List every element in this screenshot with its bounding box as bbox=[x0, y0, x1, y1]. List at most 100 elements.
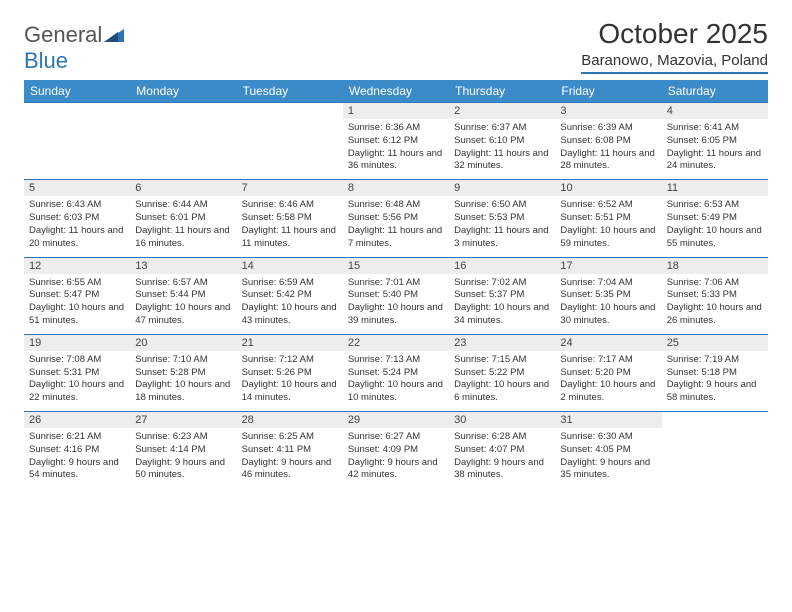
daylight-text: Daylight: 9 hours and 58 minutes. bbox=[667, 379, 763, 405]
sunset-text: Sunset: 4:11 PM bbox=[242, 444, 338, 457]
day-number: 4 bbox=[662, 103, 768, 119]
day-number: 29 bbox=[343, 412, 449, 428]
day-cell: 20Sunrise: 7:10 AMSunset: 5:28 PMDayligh… bbox=[130, 334, 236, 411]
day-number: 8 bbox=[343, 180, 449, 196]
daylight-text: Daylight: 10 hours and 10 minutes. bbox=[348, 379, 444, 405]
week-row: 19Sunrise: 7:08 AMSunset: 5:31 PMDayligh… bbox=[24, 334, 768, 411]
sunrise-text: Sunrise: 6:36 AM bbox=[348, 122, 444, 135]
day-cell: 7Sunrise: 6:46 AMSunset: 5:58 PMDaylight… bbox=[237, 180, 343, 257]
dayhead-sun: Sunday bbox=[24, 80, 130, 103]
day-cell: 18Sunrise: 7:06 AMSunset: 5:33 PMDayligh… bbox=[662, 257, 768, 334]
daylight-text: Daylight: 10 hours and 18 minutes. bbox=[135, 379, 231, 405]
sunrise-text: Sunrise: 6:57 AM bbox=[135, 277, 231, 290]
daylight-text: Daylight: 10 hours and 47 minutes. bbox=[135, 302, 231, 328]
day-info: Sunrise: 6:23 AMSunset: 4:14 PMDaylight:… bbox=[130, 428, 236, 488]
day-info: Sunrise: 7:10 AMSunset: 5:28 PMDaylight:… bbox=[130, 351, 236, 411]
day-number: 16 bbox=[449, 258, 555, 274]
daylight-text: Daylight: 10 hours and 34 minutes. bbox=[454, 302, 550, 328]
sunrise-text: Sunrise: 7:12 AM bbox=[242, 354, 338, 367]
day-info: Sunrise: 7:04 AMSunset: 5:35 PMDaylight:… bbox=[555, 274, 661, 334]
sunrise-text: Sunrise: 7:02 AM bbox=[454, 277, 550, 290]
sunset-text: Sunset: 5:40 PM bbox=[348, 289, 444, 302]
sunset-text: Sunset: 5:47 PM bbox=[29, 289, 125, 302]
day-cell: 25Sunrise: 7:19 AMSunset: 5:18 PMDayligh… bbox=[662, 334, 768, 411]
calendar-table: Sunday Monday Tuesday Wednesday Thursday… bbox=[24, 80, 768, 488]
sunset-text: Sunset: 6:12 PM bbox=[348, 135, 444, 148]
sunset-text: Sunset: 5:44 PM bbox=[135, 289, 231, 302]
day-cell: 2Sunrise: 6:37 AMSunset: 6:10 PMDaylight… bbox=[449, 103, 555, 180]
sunset-text: Sunset: 5:42 PM bbox=[242, 289, 338, 302]
calendar-page: General Blue October 2025 Baranowo, Mazo… bbox=[0, 0, 792, 506]
day-cell: 19Sunrise: 7:08 AMSunset: 5:31 PMDayligh… bbox=[24, 334, 130, 411]
day-cell: 30Sunrise: 6:28 AMSunset: 4:07 PMDayligh… bbox=[449, 412, 555, 489]
day-cell: 11Sunrise: 6:53 AMSunset: 5:49 PMDayligh… bbox=[662, 180, 768, 257]
daylight-text: Daylight: 10 hours and 22 minutes. bbox=[29, 379, 125, 405]
day-info: Sunrise: 7:02 AMSunset: 5:37 PMDaylight:… bbox=[449, 274, 555, 334]
day-cell: 3Sunrise: 6:39 AMSunset: 6:08 PMDaylight… bbox=[555, 103, 661, 180]
daylight-text: Daylight: 11 hours and 24 minutes. bbox=[667, 148, 763, 174]
daylight-text: Daylight: 11 hours and 3 minutes. bbox=[454, 225, 550, 251]
day-number: 24 bbox=[555, 335, 661, 351]
sunrise-text: Sunrise: 6:43 AM bbox=[29, 199, 125, 212]
daylight-text: Daylight: 10 hours and 26 minutes. bbox=[667, 302, 763, 328]
logo-text: General Blue bbox=[24, 22, 124, 74]
day-number: 5 bbox=[24, 180, 130, 196]
day-number: 17 bbox=[555, 258, 661, 274]
sunset-text: Sunset: 4:05 PM bbox=[560, 444, 656, 457]
day-number: 28 bbox=[237, 412, 343, 428]
header: General Blue October 2025 Baranowo, Mazo… bbox=[24, 18, 768, 74]
sunrise-text: Sunrise: 6:44 AM bbox=[135, 199, 231, 212]
day-number: 31 bbox=[555, 412, 661, 428]
daylight-text: Daylight: 11 hours and 7 minutes. bbox=[348, 225, 444, 251]
day-info: Sunrise: 7:06 AMSunset: 5:33 PMDaylight:… bbox=[662, 274, 768, 334]
sunset-text: Sunset: 6:08 PM bbox=[560, 135, 656, 148]
day-cell: 5Sunrise: 6:43 AMSunset: 6:03 PMDaylight… bbox=[24, 180, 130, 257]
day-cell: .. bbox=[130, 103, 236, 180]
daylight-text: Daylight: 11 hours and 16 minutes. bbox=[135, 225, 231, 251]
sunrise-text: Sunrise: 6:30 AM bbox=[560, 431, 656, 444]
daylight-text: Daylight: 11 hours and 32 minutes. bbox=[454, 148, 550, 174]
sunrise-text: Sunrise: 6:27 AM bbox=[348, 431, 444, 444]
day-cell: 16Sunrise: 7:02 AMSunset: 5:37 PMDayligh… bbox=[449, 257, 555, 334]
day-number: 20 bbox=[130, 335, 236, 351]
sunset-text: Sunset: 5:53 PM bbox=[454, 212, 550, 225]
day-number: 11 bbox=[662, 180, 768, 196]
daylight-text: Daylight: 9 hours and 42 minutes. bbox=[348, 457, 444, 483]
day-number: 6 bbox=[130, 180, 236, 196]
day-info: Sunrise: 7:01 AMSunset: 5:40 PMDaylight:… bbox=[343, 274, 449, 334]
logo: General Blue bbox=[24, 22, 124, 74]
sunrise-text: Sunrise: 7:01 AM bbox=[348, 277, 444, 290]
day-info: Sunrise: 7:12 AMSunset: 5:26 PMDaylight:… bbox=[237, 351, 343, 411]
day-cell: 28Sunrise: 6:25 AMSunset: 4:11 PMDayligh… bbox=[237, 412, 343, 489]
day-number: 19 bbox=[24, 335, 130, 351]
daylight-text: Daylight: 9 hours and 46 minutes. bbox=[242, 457, 338, 483]
day-number: 9 bbox=[449, 180, 555, 196]
sunset-text: Sunset: 5:49 PM bbox=[667, 212, 763, 225]
sunrise-text: Sunrise: 6:55 AM bbox=[29, 277, 125, 290]
day-cell: 13Sunrise: 6:57 AMSunset: 5:44 PMDayligh… bbox=[130, 257, 236, 334]
daylight-text: Daylight: 11 hours and 20 minutes. bbox=[29, 225, 125, 251]
daylight-text: Daylight: 9 hours and 54 minutes. bbox=[29, 457, 125, 483]
location-text: Baranowo, Mazovia, Poland bbox=[581, 52, 768, 74]
sunset-text: Sunset: 5:37 PM bbox=[454, 289, 550, 302]
day-info: Sunrise: 6:36 AMSunset: 6:12 PMDaylight:… bbox=[343, 119, 449, 179]
day-info: Sunrise: 6:50 AMSunset: 5:53 PMDaylight:… bbox=[449, 196, 555, 256]
day-info: Sunrise: 6:28 AMSunset: 4:07 PMDaylight:… bbox=[449, 428, 555, 488]
daylight-text: Daylight: 9 hours and 50 minutes. bbox=[135, 457, 231, 483]
dayhead-wed: Wednesday bbox=[343, 80, 449, 103]
sunrise-text: Sunrise: 7:08 AM bbox=[29, 354, 125, 367]
sunset-text: Sunset: 6:05 PM bbox=[667, 135, 763, 148]
sunrise-text: Sunrise: 6:37 AM bbox=[454, 122, 550, 135]
sunset-text: Sunset: 5:24 PM bbox=[348, 367, 444, 380]
day-number: 30 bbox=[449, 412, 555, 428]
day-info: Sunrise: 6:39 AMSunset: 6:08 PMDaylight:… bbox=[555, 119, 661, 179]
sunset-text: Sunset: 5:18 PM bbox=[667, 367, 763, 380]
day-info: Sunrise: 6:48 AMSunset: 5:56 PMDaylight:… bbox=[343, 196, 449, 256]
daylight-text: Daylight: 11 hours and 11 minutes. bbox=[242, 225, 338, 251]
day-info: Sunrise: 6:52 AMSunset: 5:51 PMDaylight:… bbox=[555, 196, 661, 256]
day-info: Sunrise: 7:15 AMSunset: 5:22 PMDaylight:… bbox=[449, 351, 555, 411]
sunrise-text: Sunrise: 6:53 AM bbox=[667, 199, 763, 212]
day-cell: 24Sunrise: 7:17 AMSunset: 5:20 PMDayligh… bbox=[555, 334, 661, 411]
day-cell: 27Sunrise: 6:23 AMSunset: 4:14 PMDayligh… bbox=[130, 412, 236, 489]
sunset-text: Sunset: 6:10 PM bbox=[454, 135, 550, 148]
